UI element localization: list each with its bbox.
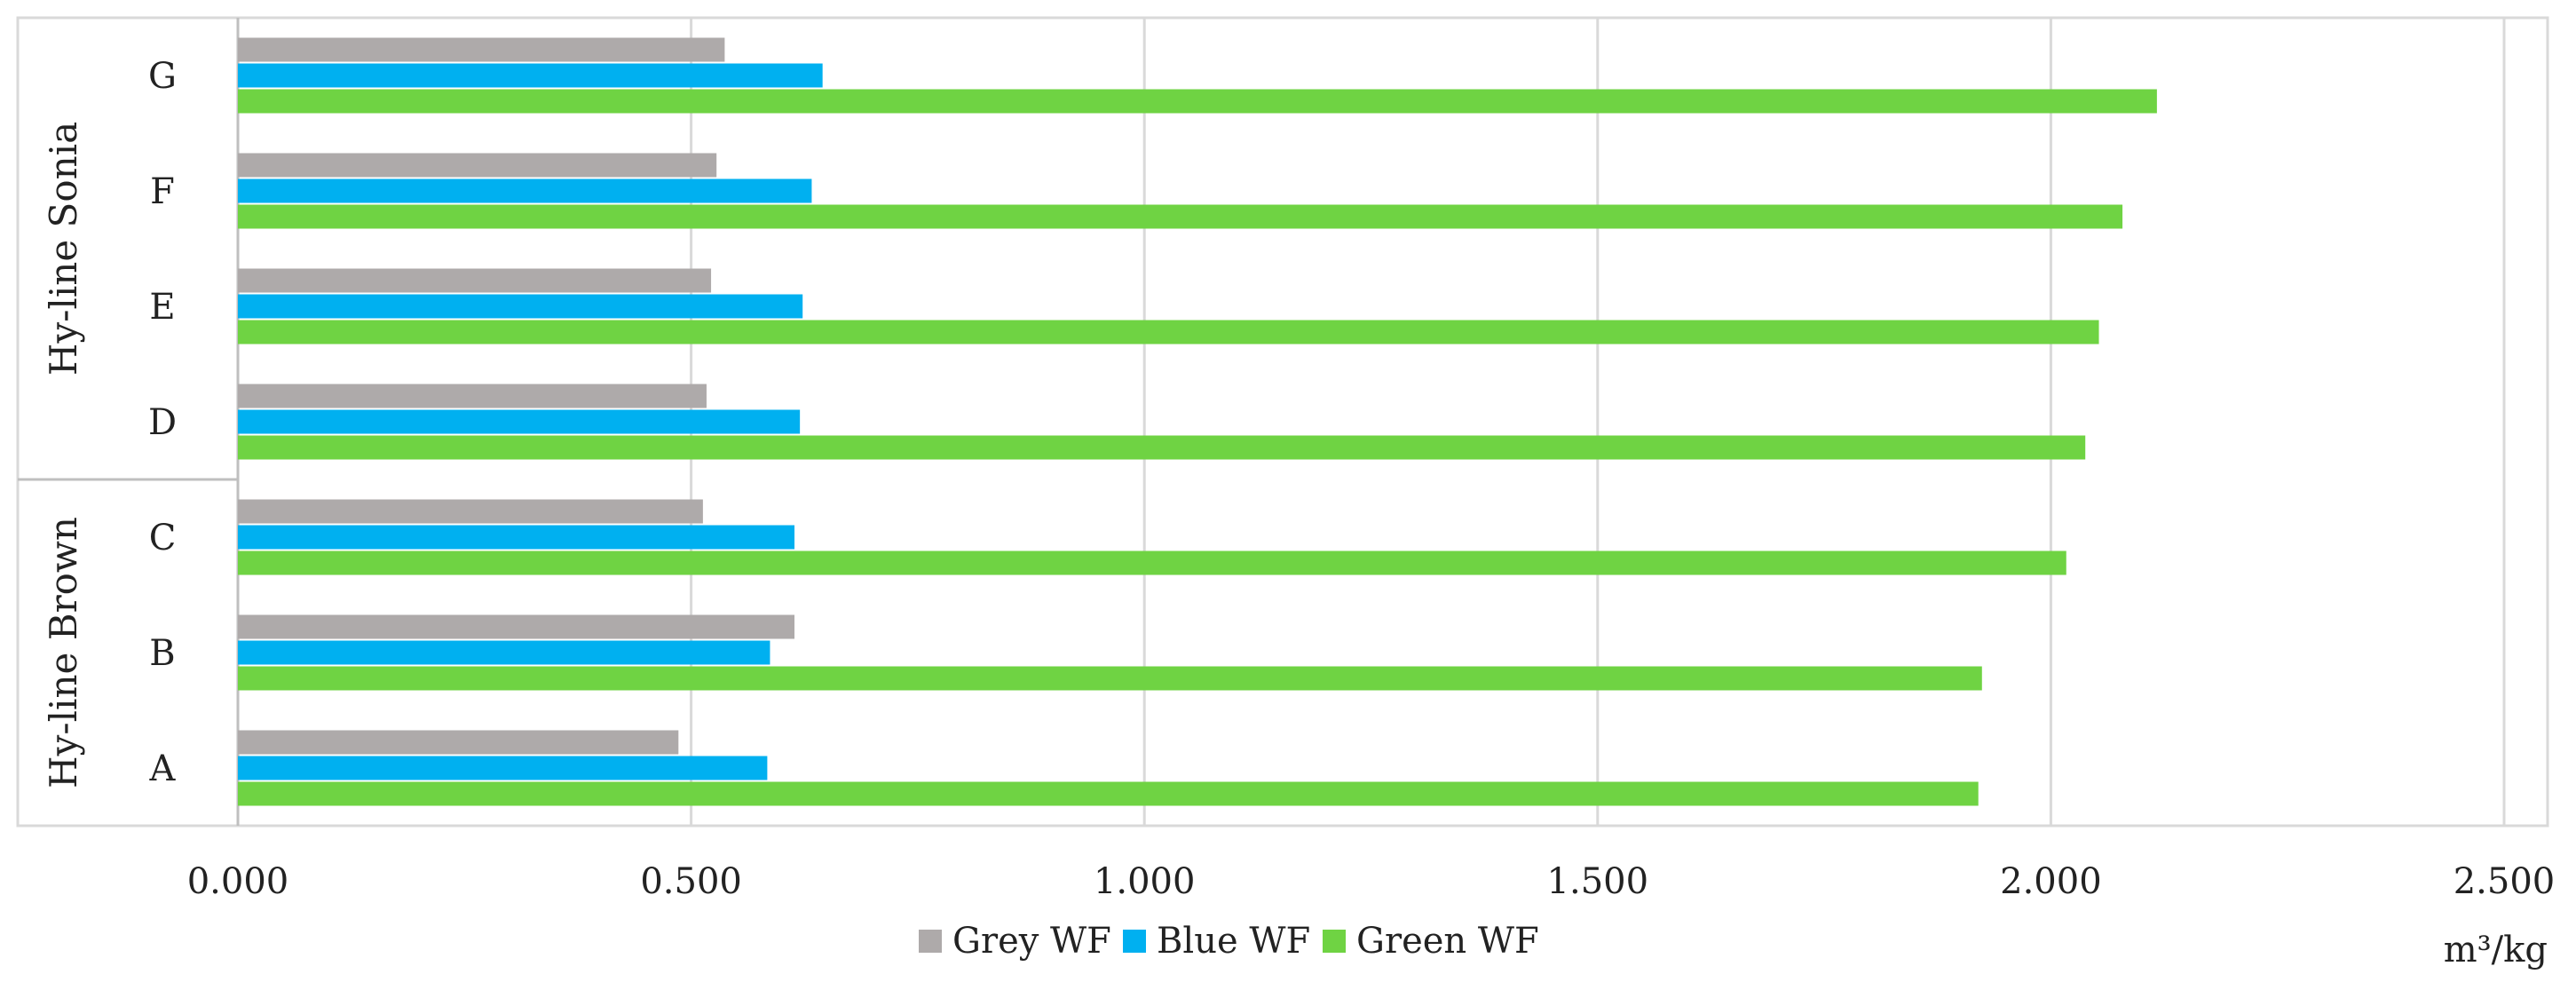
bar-green-wf-f <box>238 204 2123 229</box>
bar-grey-wf-b <box>238 614 795 639</box>
y-tick-label: F <box>150 171 175 212</box>
bar-green-wf-d <box>238 435 2086 460</box>
bar-blue-wf-d <box>238 409 801 434</box>
bar-grey-wf-g <box>238 37 725 62</box>
bar-blue-wf-g <box>238 63 823 88</box>
group-label: Hy-line Sonia <box>42 122 85 376</box>
bar-blue-wf-e <box>238 294 803 319</box>
x-tick-label: 0.000 <box>187 861 289 902</box>
bar-green-wf-c <box>238 550 2066 575</box>
legend-label-blue-wf: Blue WF <box>1157 921 1310 962</box>
y-tick-labels: A B C D E F G <box>148 56 177 789</box>
y-tick-label: D <box>148 402 177 443</box>
bar-grey-wf-a <box>238 730 679 755</box>
x-axis-label: m³/kg <box>2444 930 2548 970</box>
x-tick-label: 0.500 <box>640 861 742 902</box>
group-label: Hy-line Brown <box>42 517 85 788</box>
legend-swatch-green-wf <box>1323 930 1346 953</box>
legend-swatch-grey-wf <box>919 930 942 953</box>
bar-blue-wf-c <box>238 525 795 550</box>
bar-green-wf-b <box>238 666 1982 691</box>
plot-frame <box>16 16 2549 828</box>
legend-label-grey-wf: Grey WF <box>952 921 1111 962</box>
x-tick-label: 1.500 <box>1547 861 1649 902</box>
y-tick-label: C <box>149 518 177 558</box>
bar-blue-wf-a <box>238 756 768 780</box>
bar-blue-wf-b <box>238 640 770 665</box>
y-tick-label: G <box>148 56 177 97</box>
y-tick-label: E <box>149 287 175 328</box>
y-tick-label: A <box>149 748 177 789</box>
bar-grey-wf-e <box>238 268 712 293</box>
bar-green-wf-g <box>238 89 2157 114</box>
legend: Grey WF Blue WF Green WF <box>919 921 1539 962</box>
x-tick-label: 2.500 <box>2454 861 2556 902</box>
bar-grey-wf-f <box>238 153 717 178</box>
bar-blue-wf-f <box>238 178 812 203</box>
x-tick-label: 2.000 <box>2000 861 2102 902</box>
x-tick-labels: 0.000 0.500 1.000 1.500 2.000 2.500 <box>187 861 2556 902</box>
bars <box>238 37 2157 806</box>
grid-lines <box>236 18 2506 826</box>
bar-green-wf-e <box>238 320 2099 345</box>
bar-grey-wf-c <box>238 499 703 524</box>
bar-grey-wf-d <box>238 384 707 408</box>
bar-green-wf-a <box>238 781 1979 806</box>
y-tick-label: B <box>149 633 175 674</box>
x-tick-label: 1.000 <box>1094 861 1196 902</box>
legend-label-green-wf: Green WF <box>1356 921 1539 962</box>
category-groups: Hy-line Brown Hy-line Sonia <box>18 122 238 788</box>
legend-swatch-blue-wf <box>1123 930 1146 953</box>
